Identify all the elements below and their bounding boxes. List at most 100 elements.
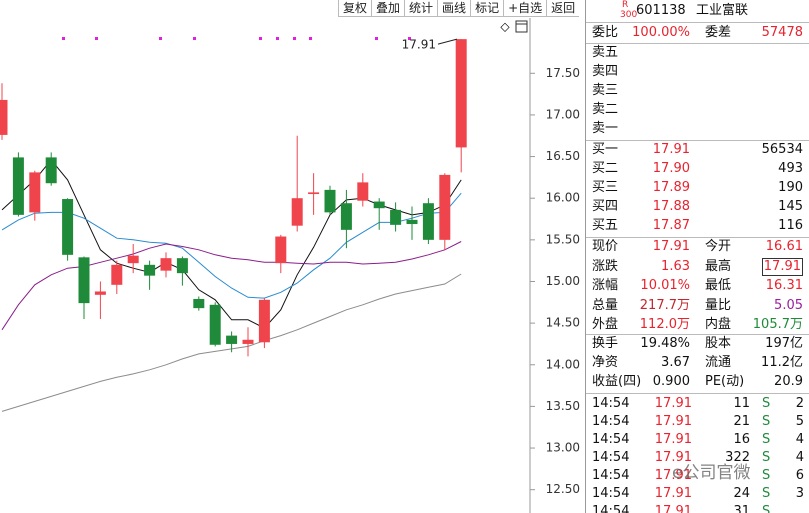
tick-price: 17.91	[654, 504, 692, 513]
tick-count: 3	[795, 486, 804, 501]
candle-body	[406, 219, 418, 225]
stock-code: 601138	[636, 3, 686, 18]
candle-body	[127, 255, 139, 264]
window-icon[interactable]	[515, 20, 528, 33]
moving-average	[1, 192, 462, 299]
candle-body	[62, 199, 74, 255]
candle-body	[160, 258, 172, 271]
tick-time: 14:54	[592, 504, 630, 513]
buy-volume: 145	[778, 199, 803, 214]
candle-body	[275, 236, 287, 264]
candle-body	[308, 192, 320, 195]
stat-label: PE(动)	[705, 374, 745, 389]
stat-label: 股本	[705, 336, 732, 351]
row-separator	[586, 43, 809, 44]
high-label: 17.91	[402, 38, 436, 52]
buy-volume: 493	[778, 161, 803, 176]
quote-panel: R 300 601138 工业富联 委比 100.00% 委差 57478 卖五 卖四 卖三 卖二 卖一…	[585, 0, 809, 513]
y-tick-label: 16.00	[546, 191, 580, 205]
buy-price: 17.90	[652, 161, 690, 176]
sell-label: 卖一	[592, 121, 619, 136]
toolbar-button[interactable]: 统计	[404, 0, 437, 16]
tick-count: 6	[795, 468, 804, 483]
stat-value: 16.31	[765, 278, 803, 293]
tick-count: 5	[795, 414, 804, 429]
buy-price: 17.87	[652, 218, 690, 233]
sell-label: 卖五	[592, 45, 619, 60]
stat-value: 5.05	[774, 297, 803, 313]
y-tick-label: 14.00	[546, 357, 580, 371]
y-tick-label: 13.50	[546, 399, 580, 413]
candle-body	[78, 257, 90, 304]
tick-volume: 24	[733, 486, 750, 501]
stat-value: 16.61	[765, 239, 803, 254]
candle-body	[176, 258, 188, 274]
stat-label: 内盘	[705, 317, 732, 332]
buy-volume: 56534	[761, 142, 803, 157]
sell-label: 卖二	[592, 102, 619, 117]
tick-time: 14:54	[592, 396, 630, 411]
toolbar-button[interactable]: 画线	[437, 0, 470, 16]
row-separator	[586, 393, 809, 394]
row-separator	[586, 22, 809, 23]
candle-body	[0, 99, 8, 135]
candle-body	[455, 39, 467, 148]
toolbar-button[interactable]: 标记	[470, 0, 503, 16]
tick-time: 14:54	[592, 450, 630, 465]
buy-label: 买一	[592, 142, 619, 157]
candle-body	[226, 335, 238, 344]
tick-time: 14:54	[592, 414, 630, 429]
tick-price: 17.91	[654, 414, 692, 429]
toolbar-button[interactable]: 复权	[338, 0, 371, 16]
kline-chart: ◇ 17.50 17.00 16.50 16.00 15.50 15.00 14.50 14.…	[0, 18, 580, 513]
candle-body	[390, 209, 402, 225]
y-tick-label: 14.50	[546, 316, 580, 330]
candle-body	[29, 172, 41, 213]
stat-label: 总量	[592, 297, 619, 313]
y-tick-label: 15.00	[546, 274, 580, 288]
stat-value: 19.48%	[640, 336, 690, 351]
candle-body	[258, 299, 270, 343]
tick-volume: 322	[725, 450, 750, 465]
stat-value: 17.91	[652, 239, 690, 254]
stat-label: 外盘	[592, 317, 619, 332]
y-tick-label: 15.50	[546, 232, 580, 246]
candle-body	[193, 298, 205, 309]
tick-volume: 11	[733, 396, 750, 411]
diamond-icon[interactable]: ◇	[500, 20, 510, 34]
tick-volume: 31	[733, 504, 750, 513]
candle-body	[242, 339, 254, 344]
badge: R	[622, 0, 629, 10]
toolbar-button[interactable]: 返回	[546, 0, 579, 16]
tick-price: 17.91	[654, 432, 692, 447]
tick-volume: 16	[733, 432, 750, 447]
sell-label: 卖四	[592, 64, 619, 79]
stat-value: 11.2亿	[761, 355, 803, 370]
buy-label: 买五	[592, 218, 619, 233]
stat-value: 112.0万	[639, 317, 690, 332]
candle-body	[357, 182, 369, 201]
stat-value: 10.01%	[640, 278, 690, 293]
field-label: 委比	[592, 25, 619, 40]
tick-price: 17.91	[654, 396, 692, 411]
stat-label: 净资	[592, 355, 619, 370]
toolbar-button[interactable]: 叠加	[371, 0, 404, 16]
candle-body	[291, 198, 303, 226]
tick-time: 14:54	[592, 486, 630, 501]
y-tick-label: 17.50	[546, 66, 580, 80]
tick-time: 14:54	[592, 432, 630, 447]
tick-price: 17.91	[654, 450, 692, 465]
y-tick-label: 17.00	[546, 107, 580, 121]
stat-label: 换手	[592, 336, 619, 351]
stat-label: 流通	[705, 355, 732, 370]
tick-count: 4	[795, 432, 804, 447]
stat-value: 17.91	[761, 257, 803, 276]
stat-value: 217.7万	[639, 297, 690, 313]
candle-body	[373, 201, 385, 209]
candle-body	[12, 157, 24, 215]
toolbar-button[interactable]: +自选	[503, 0, 546, 16]
tick-side: S	[762, 414, 771, 429]
row-separator	[586, 140, 809, 141]
buy-label: 买三	[592, 180, 619, 195]
